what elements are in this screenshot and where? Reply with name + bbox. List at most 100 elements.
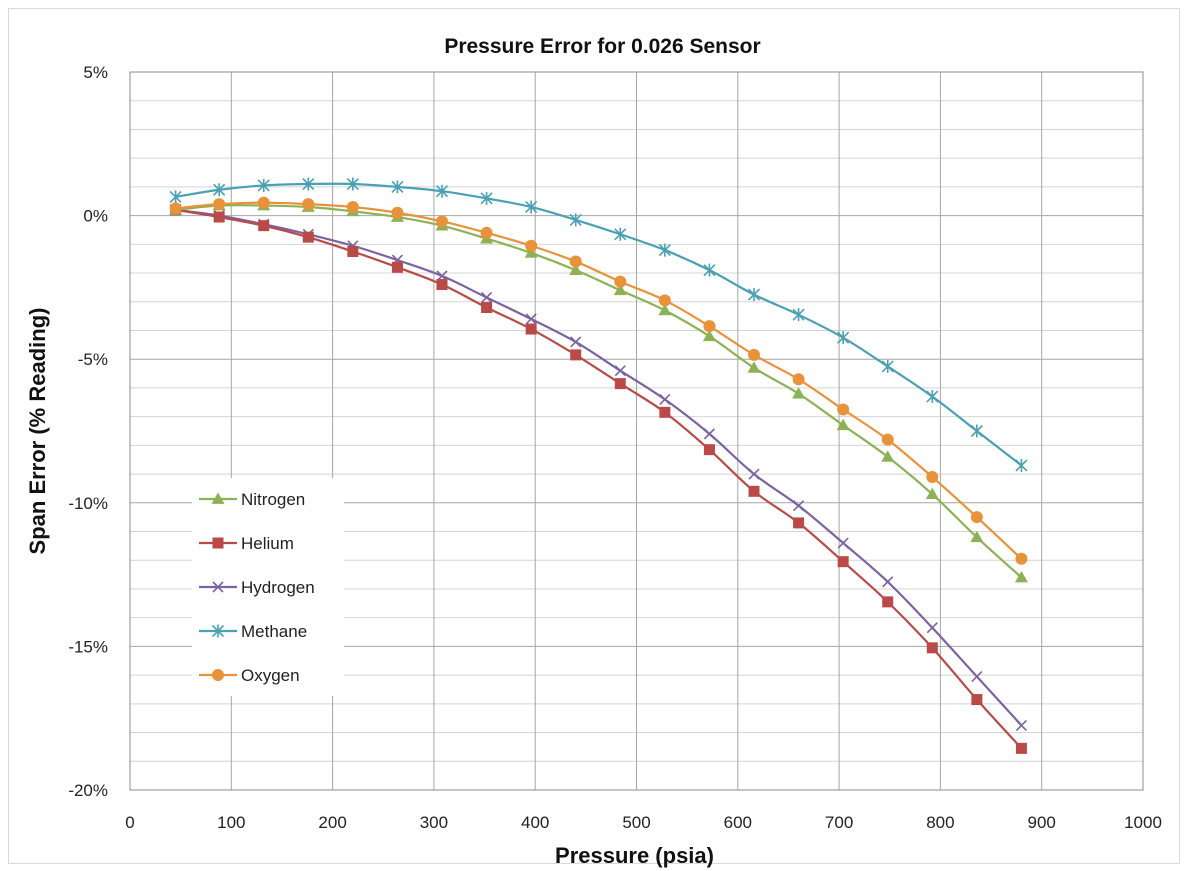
data-point-methane — [703, 263, 716, 277]
x-tick-label: 800 — [926, 813, 954, 832]
data-point-helium — [703, 444, 715, 456]
data-point-oxygen — [169, 202, 182, 215]
data-point-oxygen — [257, 196, 270, 209]
y-tick-label: -10% — [68, 494, 108, 513]
data-point-helium — [347, 246, 359, 257]
series-line-methane — [175, 182, 1023, 467]
data-point-methane — [1015, 458, 1028, 472]
data-point-methane — [302, 177, 315, 191]
series-oxygen — [169, 196, 1028, 565]
series-helium — [170, 204, 1027, 754]
data-point-oxygen — [881, 433, 894, 446]
data-point-oxygen — [391, 206, 404, 219]
x-tick-label: 100 — [217, 813, 245, 832]
data-point-helium — [525, 323, 537, 335]
data-point-nitrogen — [1014, 570, 1028, 583]
x-tick-label: 1000 — [1124, 813, 1162, 832]
legend-item-methane: Methane — [199, 622, 307, 641]
data-point-oxygen — [1015, 552, 1028, 565]
data-point-methane — [569, 213, 582, 227]
y-tick-label: -15% — [68, 637, 108, 656]
data-point-methane — [881, 359, 894, 373]
series-hydrogen — [170, 204, 1028, 731]
chart-title: Pressure Error for 0.026 Sensor — [444, 35, 760, 58]
legend-item-oxygen: Oxygen — [199, 666, 300, 685]
data-point-oxygen — [525, 239, 538, 252]
data-point-methane — [747, 288, 761, 302]
data-point-hydrogen — [882, 576, 894, 588]
data-point-methane — [837, 331, 850, 345]
data-point-helium — [570, 349, 582, 361]
data-point-oxygen — [614, 275, 627, 288]
x-tick-label: 400 — [521, 813, 549, 832]
data-point-helium — [659, 406, 671, 418]
data-point-methane — [213, 183, 226, 197]
y-tick-label: 5% — [83, 63, 108, 82]
data-point-nitrogen — [569, 263, 583, 276]
data-point-oxygen — [837, 403, 850, 416]
data-point-nitrogen — [925, 487, 939, 500]
legend-marker-methane — [211, 624, 225, 638]
data-point-helium — [971, 694, 983, 706]
legend-marker-nitrogen — [211, 492, 225, 504]
data-point-oxygen — [970, 511, 983, 524]
data-point-helium — [793, 517, 805, 529]
data-point-methane — [346, 177, 359, 191]
data-point-hydrogen — [659, 393, 671, 405]
legend-label-methane: Methane — [241, 622, 307, 641]
data-point-helium — [882, 596, 894, 608]
legend-item-hydrogen: Hydrogen — [199, 578, 315, 597]
legend-label-helium: Helium — [241, 534, 294, 553]
legend: Nitrogen Helium Hydrogen Methane Oxygen — [192, 478, 344, 696]
data-point-helium — [837, 556, 849, 568]
data-point-hydrogen — [570, 336, 582, 348]
legend-label-hydrogen: Hydrogen — [241, 578, 315, 597]
data-point-nitrogen — [524, 246, 538, 258]
data-point-helium — [748, 485, 760, 497]
x-tick-label: 600 — [724, 813, 752, 832]
data-point-oxygen — [346, 200, 359, 213]
data-point-helium — [258, 220, 270, 232]
data-point-oxygen — [213, 198, 226, 211]
data-point-helium — [926, 642, 938, 654]
data-point-nitrogen — [747, 361, 761, 373]
data-point-oxygen — [302, 198, 315, 211]
data-point-methane — [435, 184, 449, 198]
data-point-helium — [302, 231, 314, 243]
data-point-methane — [658, 243, 671, 257]
plot-area — [129, 71, 1144, 791]
x-tick-label: 900 — [1028, 813, 1056, 832]
data-point-methane — [926, 390, 939, 404]
data-point-methane — [525, 200, 538, 214]
data-point-oxygen — [480, 226, 493, 239]
data-point-nitrogen — [792, 387, 806, 399]
x-tick-label: 300 — [420, 813, 448, 832]
legend-marker-hydrogen — [212, 581, 224, 593]
data-point-oxygen — [658, 294, 671, 307]
data-point-helium — [436, 279, 448, 291]
legend-label-oxygen: Oxygen — [241, 666, 300, 685]
data-point-helium — [213, 211, 225, 223]
data-point-hydrogen — [1015, 719, 1028, 731]
data-point-hydrogen — [614, 365, 626, 377]
data-point-hydrogen — [748, 468, 760, 480]
data-point-oxygen — [703, 320, 716, 333]
data-point-nitrogen — [658, 303, 672, 316]
x-axis-title: Pressure (psia) — [555, 843, 714, 868]
data-point-methane — [391, 180, 404, 194]
data-point-hydrogen — [837, 537, 849, 549]
data-point-methane — [480, 191, 493, 205]
data-point-oxygen — [926, 470, 939, 483]
data-point-hydrogen — [793, 500, 805, 512]
data-point-nitrogen — [881, 450, 895, 462]
data-point-nitrogen — [613, 283, 627, 296]
data-point-oxygen — [792, 373, 805, 386]
tick-labels: 0 100 200 300 400 500 600 700 800 900 1000 5% 0% -5% -… — [68, 63, 1162, 832]
data-point-helium — [1015, 742, 1027, 754]
x-tick-label: 700 — [825, 813, 853, 832]
data-point-oxygen — [569, 255, 582, 268]
data-point-hydrogen — [481, 291, 493, 304]
data-point-hydrogen — [525, 313, 537, 325]
x-tick-label: 500 — [622, 813, 650, 832]
